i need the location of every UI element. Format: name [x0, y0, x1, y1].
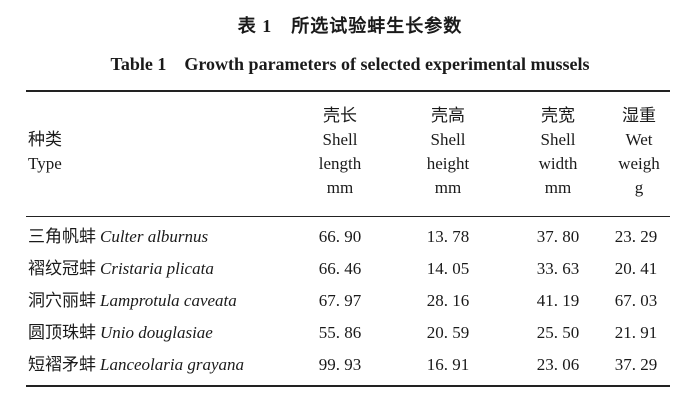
shell-length-value: 99. 93	[318, 355, 362, 374]
header-shell-width-cn: 壳宽	[541, 106, 575, 125]
header-wet-weight-en1: Wet	[625, 130, 653, 149]
header-shell-height-en2: height	[426, 154, 470, 173]
header-shell-height: 壳高 Shell height mm	[408, 104, 488, 200]
top-rule	[26, 90, 670, 92]
table-row: 圆顶珠蚌 Unio douglasiae 55. 86 20. 59 25. 50…	[0, 317, 700, 349]
shell-height-value: 14. 05	[426, 259, 470, 278]
header-shell-height-unit: mm	[434, 178, 462, 197]
species-latin: Unio douglasiae	[100, 323, 213, 342]
species-latin: Lamprotula caveata	[100, 291, 237, 310]
wet-weight-value: 67. 03	[614, 291, 658, 310]
shell-width-value: 37. 80	[536, 227, 580, 246]
shell-width-value: 41. 19	[536, 291, 580, 310]
shell-width-value: 25. 50	[536, 323, 580, 342]
shell-height-value: 20. 59	[426, 323, 470, 342]
table-row: 三角帆蚌 Culter alburnus 66. 90 13. 78 37. 80…	[0, 221, 700, 253]
species-cn: 短褶矛蚌	[28, 355, 96, 374]
header-wet-weight-unit: g	[634, 178, 644, 197]
header-shell-length-unit: mm	[326, 178, 354, 197]
header-shell-width: 壳宽 Shell width mm	[518, 104, 598, 200]
header-shell-length-en1: Shell	[322, 130, 358, 149]
species-name: 短褶矛蚌 Lanceolaria grayana	[28, 349, 244, 381]
header-shell-height-en1: Shell	[430, 130, 466, 149]
header-shell-length-en2: length	[318, 154, 362, 173]
header-type-en: Type	[28, 154, 62, 173]
header-shell-length-cn: 壳长	[323, 106, 357, 125]
table-row: 褶纹冠蚌 Cristaria plicata 66. 46 14. 05 33. …	[0, 253, 700, 285]
species-cn: 褶纹冠蚌	[28, 259, 96, 278]
shell-width-value: 23. 06	[536, 355, 580, 374]
shell-height-value: 16. 91	[426, 355, 470, 374]
header-type: 种类 Type	[28, 128, 62, 176]
shell-length-value: 66. 90	[318, 227, 362, 246]
wet-weight-value: 23. 29	[614, 227, 658, 246]
header-shell-width-en1: Shell	[540, 130, 576, 149]
species-name: 圆顶珠蚌 Unio douglasiae	[28, 317, 213, 349]
wet-weight-value: 37. 29	[614, 355, 658, 374]
table-row: 短褶矛蚌 Lanceolaria grayana 99. 93 16. 91 23…	[0, 349, 700, 381]
shell-length-value: 66. 46	[318, 259, 362, 278]
shell-width-value: 33. 63	[536, 259, 580, 278]
header-shell-height-cn: 壳高	[431, 106, 465, 125]
species-name: 三角帆蚌 Culter alburnus	[28, 221, 208, 253]
wet-weight-value: 21. 91	[614, 323, 658, 342]
header-wet-weight-cn: 湿重	[622, 106, 656, 125]
header-shell-width-en2: width	[538, 154, 578, 173]
species-cn: 圆顶珠蚌	[28, 323, 96, 342]
shell-height-value: 13. 78	[426, 227, 470, 246]
shell-length-value: 67. 97	[318, 291, 362, 310]
table-caption-en: Table 1 Growth parameters of selected ex…	[110, 54, 590, 74]
shell-length-value: 55. 86	[318, 323, 362, 342]
header-type-cn: 种类	[28, 130, 62, 149]
shell-height-value: 28. 16	[426, 291, 470, 310]
table-row: 洞穴丽蚌 Lamprotula caveata 67. 97 28. 16 41.…	[0, 285, 700, 317]
species-latin: Lanceolaria grayana	[100, 355, 245, 374]
species-latin: Culter alburnus	[100, 227, 209, 246]
header-rule	[26, 216, 670, 217]
wet-weight-value: 20. 41	[614, 259, 658, 278]
table-caption-cn: 表 1 所选试验蚌生长参数	[237, 16, 463, 36]
header-shell-length: 壳长 Shell length mm	[300, 104, 380, 200]
species-latin: Cristaria plicata	[100, 259, 214, 278]
header-shell-width-unit: mm	[544, 178, 572, 197]
header-wet-weight-en2: weigh	[618, 154, 660, 173]
species-cn: 三角帆蚌	[28, 227, 96, 246]
species-cn: 洞穴丽蚌	[28, 291, 96, 310]
species-name: 洞穴丽蚌 Lamprotula caveata	[28, 285, 237, 317]
header-wet-weight: 湿重 Wet weigh g	[606, 104, 672, 200]
bottom-rule	[26, 385, 670, 387]
species-name: 褶纹冠蚌 Cristaria plicata	[28, 253, 214, 285]
